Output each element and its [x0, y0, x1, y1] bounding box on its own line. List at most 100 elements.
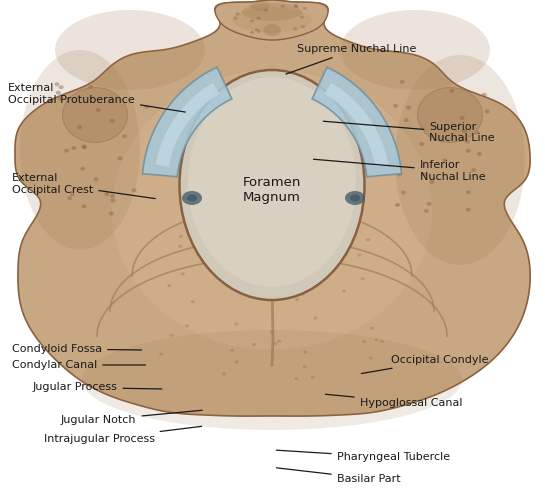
Ellipse shape: [340, 10, 490, 90]
Ellipse shape: [303, 350, 307, 354]
Ellipse shape: [54, 82, 59, 86]
Ellipse shape: [240, 223, 244, 226]
Ellipse shape: [294, 377, 299, 380]
Polygon shape: [312, 67, 402, 176]
Ellipse shape: [250, 31, 254, 34]
Ellipse shape: [393, 104, 398, 108]
Ellipse shape: [301, 26, 305, 29]
Ellipse shape: [77, 125, 82, 129]
Ellipse shape: [471, 168, 476, 172]
Ellipse shape: [477, 152, 482, 156]
Ellipse shape: [242, 3, 302, 21]
Ellipse shape: [187, 194, 197, 202]
Ellipse shape: [309, 256, 313, 260]
Ellipse shape: [281, 4, 284, 8]
Ellipse shape: [466, 149, 471, 153]
Text: Condyloid Fossa: Condyloid Fossa: [12, 344, 142, 354]
Ellipse shape: [358, 254, 361, 256]
Ellipse shape: [419, 142, 424, 146]
Ellipse shape: [82, 330, 462, 430]
Ellipse shape: [58, 96, 63, 100]
Ellipse shape: [401, 190, 406, 194]
Ellipse shape: [167, 284, 171, 287]
Ellipse shape: [397, 172, 402, 176]
Ellipse shape: [482, 92, 487, 96]
Polygon shape: [215, 0, 328, 40]
Ellipse shape: [302, 365, 306, 368]
Ellipse shape: [362, 340, 366, 343]
Ellipse shape: [63, 88, 128, 142]
Polygon shape: [324, 83, 388, 167]
Ellipse shape: [277, 340, 281, 343]
Text: External
Occipital Crest: External Occipital Crest: [12, 173, 155, 199]
Ellipse shape: [110, 119, 114, 123]
Ellipse shape: [88, 85, 93, 89]
Ellipse shape: [466, 208, 471, 212]
Ellipse shape: [185, 324, 189, 328]
Ellipse shape: [466, 190, 471, 194]
Ellipse shape: [427, 202, 432, 206]
Ellipse shape: [404, 118, 409, 122]
Ellipse shape: [374, 338, 379, 341]
Ellipse shape: [230, 348, 234, 352]
Ellipse shape: [395, 55, 525, 265]
Text: Pharyngeal Tubercle: Pharyngeal Tubercle: [276, 450, 450, 462]
Text: Condylar Canal: Condylar Canal: [12, 360, 146, 370]
Ellipse shape: [263, 24, 281, 36]
Text: Foramen
Magnum: Foramen Magnum: [243, 176, 301, 204]
Ellipse shape: [370, 327, 374, 330]
Polygon shape: [15, 0, 530, 416]
Ellipse shape: [211, 262, 215, 265]
Ellipse shape: [250, 20, 254, 22]
Ellipse shape: [232, 8, 312, 32]
Ellipse shape: [68, 196, 72, 200]
Ellipse shape: [465, 140, 470, 143]
Ellipse shape: [71, 146, 76, 150]
Ellipse shape: [395, 203, 400, 207]
Text: Jugular Process: Jugular Process: [33, 382, 162, 392]
Ellipse shape: [252, 343, 256, 346]
Ellipse shape: [55, 10, 205, 90]
Ellipse shape: [424, 209, 429, 213]
Ellipse shape: [159, 353, 163, 356]
Ellipse shape: [294, 4, 298, 7]
Ellipse shape: [188, 77, 356, 287]
Polygon shape: [156, 83, 220, 167]
Ellipse shape: [235, 360, 239, 364]
Ellipse shape: [369, 356, 373, 360]
Ellipse shape: [342, 290, 346, 292]
Ellipse shape: [361, 277, 365, 280]
Ellipse shape: [122, 134, 127, 138]
Ellipse shape: [255, 28, 259, 31]
Ellipse shape: [322, 235, 325, 238]
Ellipse shape: [181, 272, 185, 276]
Ellipse shape: [406, 106, 411, 110]
Ellipse shape: [111, 198, 116, 202]
Ellipse shape: [81, 144, 87, 148]
Ellipse shape: [64, 148, 69, 152]
Text: Supreme Nuchal Line: Supreme Nuchal Line: [286, 44, 416, 74]
Ellipse shape: [96, 108, 101, 112]
Ellipse shape: [235, 12, 239, 16]
Ellipse shape: [216, 273, 220, 276]
Ellipse shape: [59, 85, 64, 89]
Ellipse shape: [399, 80, 404, 84]
Ellipse shape: [449, 89, 455, 93]
Ellipse shape: [459, 116, 465, 120]
Ellipse shape: [110, 194, 115, 198]
Text: Jugular Notch: Jugular Notch: [61, 410, 202, 425]
Ellipse shape: [294, 5, 298, 8]
Ellipse shape: [178, 245, 183, 248]
Ellipse shape: [275, 266, 278, 269]
Ellipse shape: [366, 238, 370, 241]
Ellipse shape: [264, 8, 268, 12]
Ellipse shape: [80, 166, 85, 170]
Ellipse shape: [417, 88, 482, 142]
Ellipse shape: [300, 16, 304, 18]
Ellipse shape: [179, 235, 183, 238]
Ellipse shape: [257, 30, 261, 33]
Ellipse shape: [195, 234, 198, 238]
Ellipse shape: [462, 128, 467, 132]
Text: External
Occipital Protuberance: External Occipital Protuberance: [8, 83, 185, 112]
Ellipse shape: [241, 278, 245, 280]
